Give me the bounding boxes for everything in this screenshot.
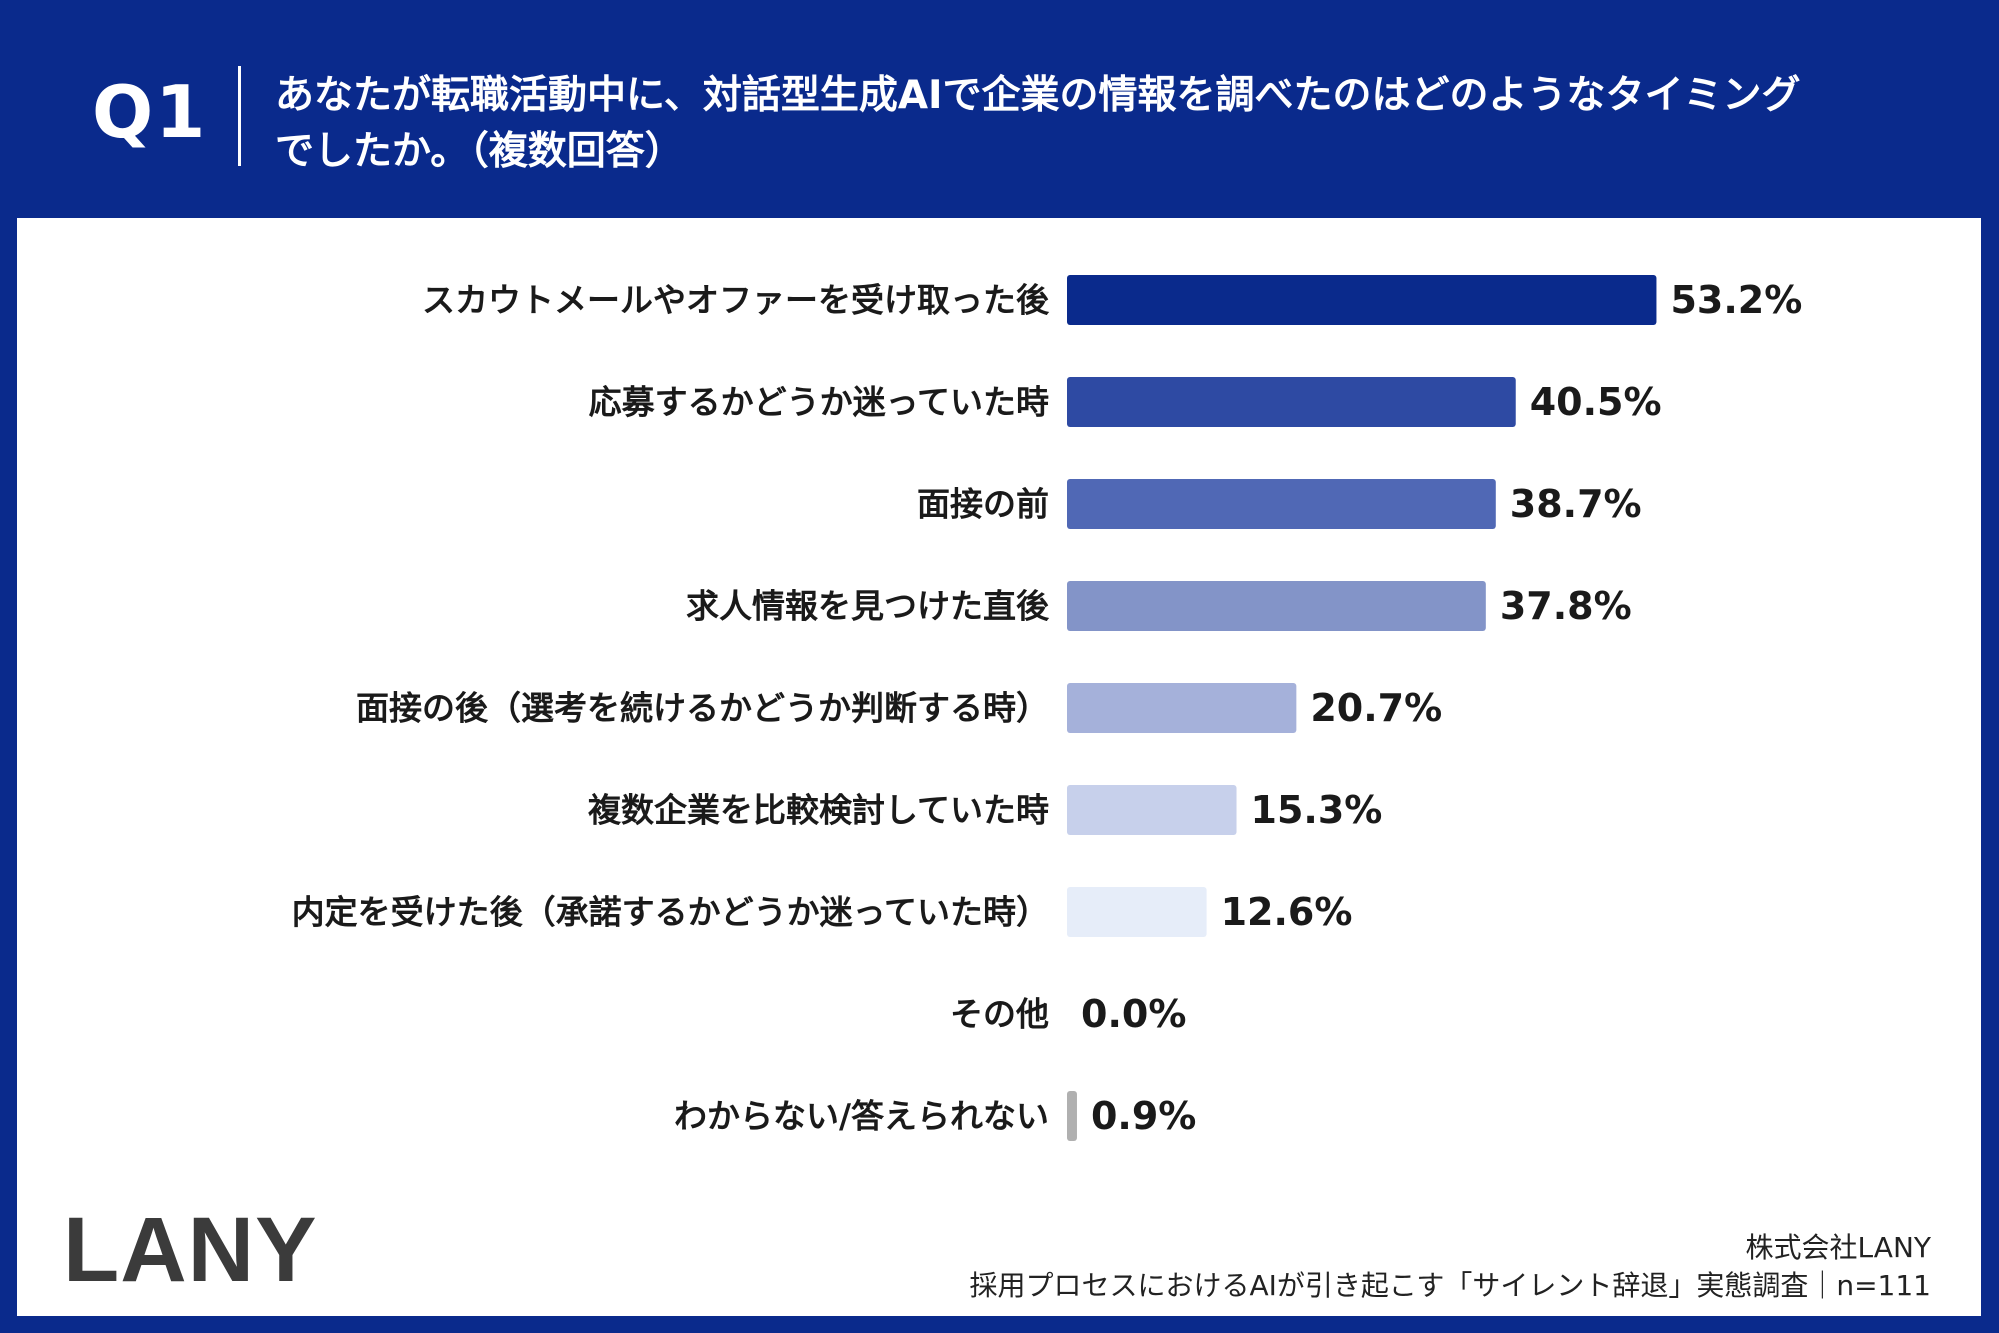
category-label: 応募するかどうか迷っていた時 <box>589 383 1049 422</box>
question-header: Q1 あなたが転職活動中に、対話型生成AIで企業の情報を調べたのはどのようなタイ… <box>0 0 1999 215</box>
category-label: 面接の後（選考を続けるかどうか判断する時） <box>356 689 1049 728</box>
bar <box>1067 1091 1077 1141</box>
value-label: 12.6% <box>1221 890 1353 934</box>
category-label: 複数企業を比較検討していた時 <box>588 791 1049 830</box>
bar-chart: スカウトメールやオファーを受け取った後 53.2% 応募するかどうか迷っていた時 40… <box>292 275 1802 1141</box>
category-label: 内定を受けた後（承諾するかどうか迷っていた時） <box>292 893 1049 932</box>
survey-source: 採用プロセスにおけるAIが引き起こす「サイレント辞退」実態調査｜n=111 <box>969 1269 1931 1302</box>
category-label: スカウトメールやオファーを受け取った後 <box>422 281 1050 320</box>
value-label: 20.7% <box>1310 686 1442 730</box>
value-label: 38.7% <box>1510 482 1642 526</box>
question-text: あなたが転職活動中に、対話型生成AIで企業の情報を調べたのはどのようなタイミング… <box>275 73 1801 174</box>
value-label: 37.8% <box>1500 584 1632 628</box>
bar <box>1067 785 1237 835</box>
bar <box>1067 275 1657 325</box>
category-label: その他 <box>950 995 1049 1034</box>
category-label: 求人情報を見つけた直後 <box>686 587 1050 626</box>
value-label: 15.3% <box>1251 788 1383 832</box>
bar <box>1067 683 1297 733</box>
header-divider <box>238 66 241 166</box>
bar <box>1067 479 1496 529</box>
lany-logo: LANY <box>63 1199 318 1301</box>
bar <box>1067 887 1207 937</box>
value-label: 0.9% <box>1091 1094 1196 1138</box>
value-label: 0.0% <box>1081 992 1186 1036</box>
bar <box>1067 581 1486 631</box>
category-label: わからない/答えられない <box>674 1097 1049 1136</box>
category-label: 面接の前 <box>917 485 1049 524</box>
question-number: Q1 <box>92 70 208 154</box>
company-name: 株式会社LANY <box>1745 1231 1931 1264</box>
chart-panel: スカウトメールやオファーを受け取った後 53.2% 応募するかどうか迷っていた時 40… <box>17 218 1981 1316</box>
bar <box>1067 377 1516 427</box>
value-label: 40.5% <box>1530 380 1662 424</box>
value-label: 53.2% <box>1670 278 1802 322</box>
